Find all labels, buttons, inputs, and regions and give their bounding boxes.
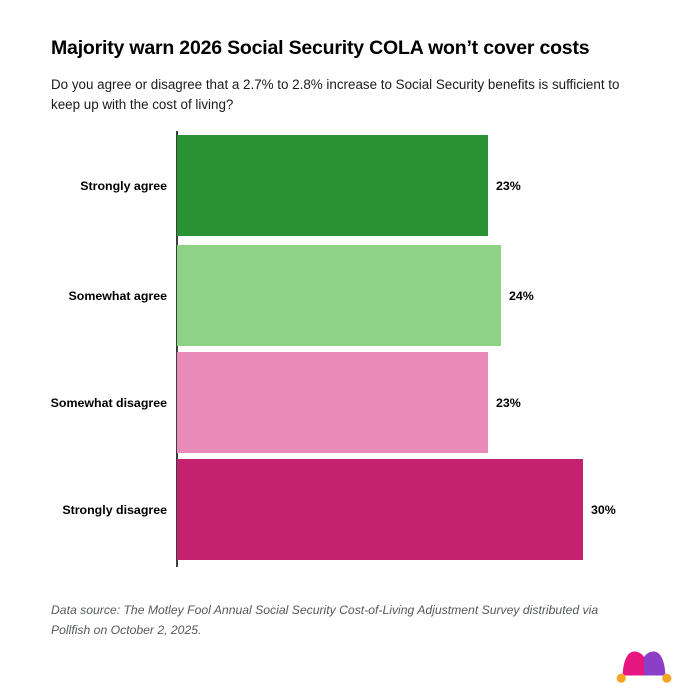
- bar-row: Strongly agree 23%: [0, 135, 700, 236]
- data-source-note: Data source: The Motley Fool Annual Soci…: [51, 603, 599, 637]
- bar-category-label: Strongly disagree: [62, 503, 167, 517]
- bar-value-label: 23%: [496, 179, 521, 193]
- chart-subtitle: Do you agree or disagree that a 2.7% to …: [51, 77, 620, 112]
- bar-row: Somewhat agree 24%: [0, 245, 700, 346]
- page-title: Majority warn 2026 Social Security COLA …: [51, 37, 590, 59]
- bar-value-label: 30%: [591, 503, 616, 517]
- motley-fool-jester-hat-logo: [616, 648, 672, 690]
- y-axis-line: [176, 131, 178, 567]
- bar-row: Somewhat disagree 23%: [0, 352, 700, 453]
- bar-category-label: Strongly agree: [80, 179, 167, 193]
- bar-row: Strongly disagree 30%: [0, 459, 700, 560]
- bar-strongly-disagree: [177, 459, 583, 560]
- chart-header: Majority warn 2026 Social Security COLA …: [51, 36, 651, 114]
- bar-somewhat-disagree: [177, 352, 488, 453]
- bar-somewhat-agree: [177, 245, 501, 346]
- bar-strongly-agree: [177, 135, 488, 236]
- bar-chart-plot-area: Strongly agree 23% Somewhat agree 24% So…: [0, 131, 700, 571]
- bar-value-label: 24%: [509, 289, 534, 303]
- bar-value-label: 23%: [496, 396, 521, 410]
- bar-category-label: Somewhat disagree: [50, 396, 167, 410]
- bar-category-label: Somewhat agree: [68, 289, 167, 303]
